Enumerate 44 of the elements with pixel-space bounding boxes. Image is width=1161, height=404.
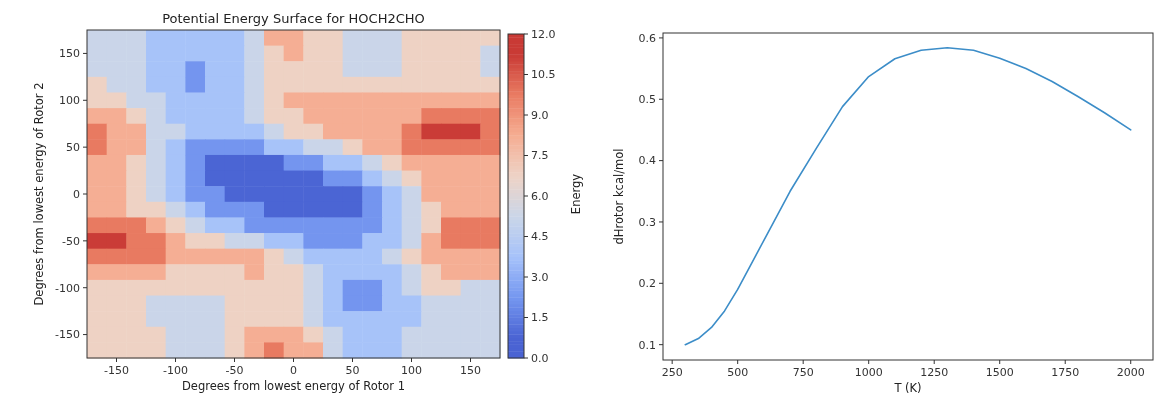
x-tick-label: -50	[225, 364, 244, 377]
x-tick-label: 1250	[920, 366, 949, 379]
y-tick-label: -150	[55, 328, 80, 342]
color-bar-label: 1.5	[531, 311, 549, 325]
color-bar-label: 7.5	[531, 149, 549, 163]
x-tick-label: 1500	[985, 366, 1014, 379]
y-tick-label: 100	[59, 94, 80, 108]
x-tick-label: 500	[727, 366, 749, 379]
x-tick-label: -150	[104, 364, 129, 377]
y-tick-label: 0.4	[638, 154, 656, 168]
y-tick-label: 0	[73, 187, 80, 201]
x-tick-label: 750	[792, 366, 814, 379]
x-tick-label: 1000	[854, 366, 883, 379]
y-tick-label: 50	[66, 140, 80, 154]
color-bar-label: 12.0	[531, 27, 556, 41]
y-tick-label: 0.6	[638, 31, 656, 45]
x-tick-label: 250	[661, 366, 683, 379]
x-tick-label: 150	[460, 364, 481, 377]
color-bar-label: 6.0	[531, 189, 549, 203]
color-bar-label: 0.0	[531, 351, 549, 365]
y-tick-label: -100	[55, 281, 80, 295]
x-tick-label: 100	[401, 364, 422, 377]
x-tick-label: 0	[290, 364, 297, 377]
y-tick-label: 0.5	[638, 93, 656, 107]
x-tick-label: 50	[345, 364, 360, 377]
x-tick-label: 2000	[1116, 366, 1145, 379]
color-bar-label: 3.0	[531, 270, 549, 284]
chart-title: Potential Energy Surface for HOCH2CHO	[162, 11, 425, 26]
x-axis-title: Degrees from lowest energy of Rotor 1	[181, 379, 406, 393]
color-bar-title: Energy	[569, 173, 583, 215]
color-bar-label: 10.5	[531, 68, 556, 82]
y-axis-title: Degrees from lowest energy of Rotor 2	[32, 82, 46, 306]
y-tick-label: 0.2	[638, 277, 656, 291]
y-tick-label: 0.1	[638, 338, 656, 352]
x-tick-label: 1750	[1051, 366, 1080, 379]
line-series	[684, 46, 1132, 346]
x-tick-label: -100	[163, 364, 188, 377]
color-bar-label: 9.0	[531, 108, 549, 122]
y-axis-title: dHrotor kcal/mol	[612, 148, 626, 245]
y-tick-label: 0.3	[638, 215, 656, 229]
y-tick-label: -50	[62, 234, 80, 248]
y-tick-label: 150	[59, 47, 80, 61]
x-axis-title: T (K)	[893, 381, 922, 395]
color-bar-label: 4.5	[531, 230, 549, 244]
